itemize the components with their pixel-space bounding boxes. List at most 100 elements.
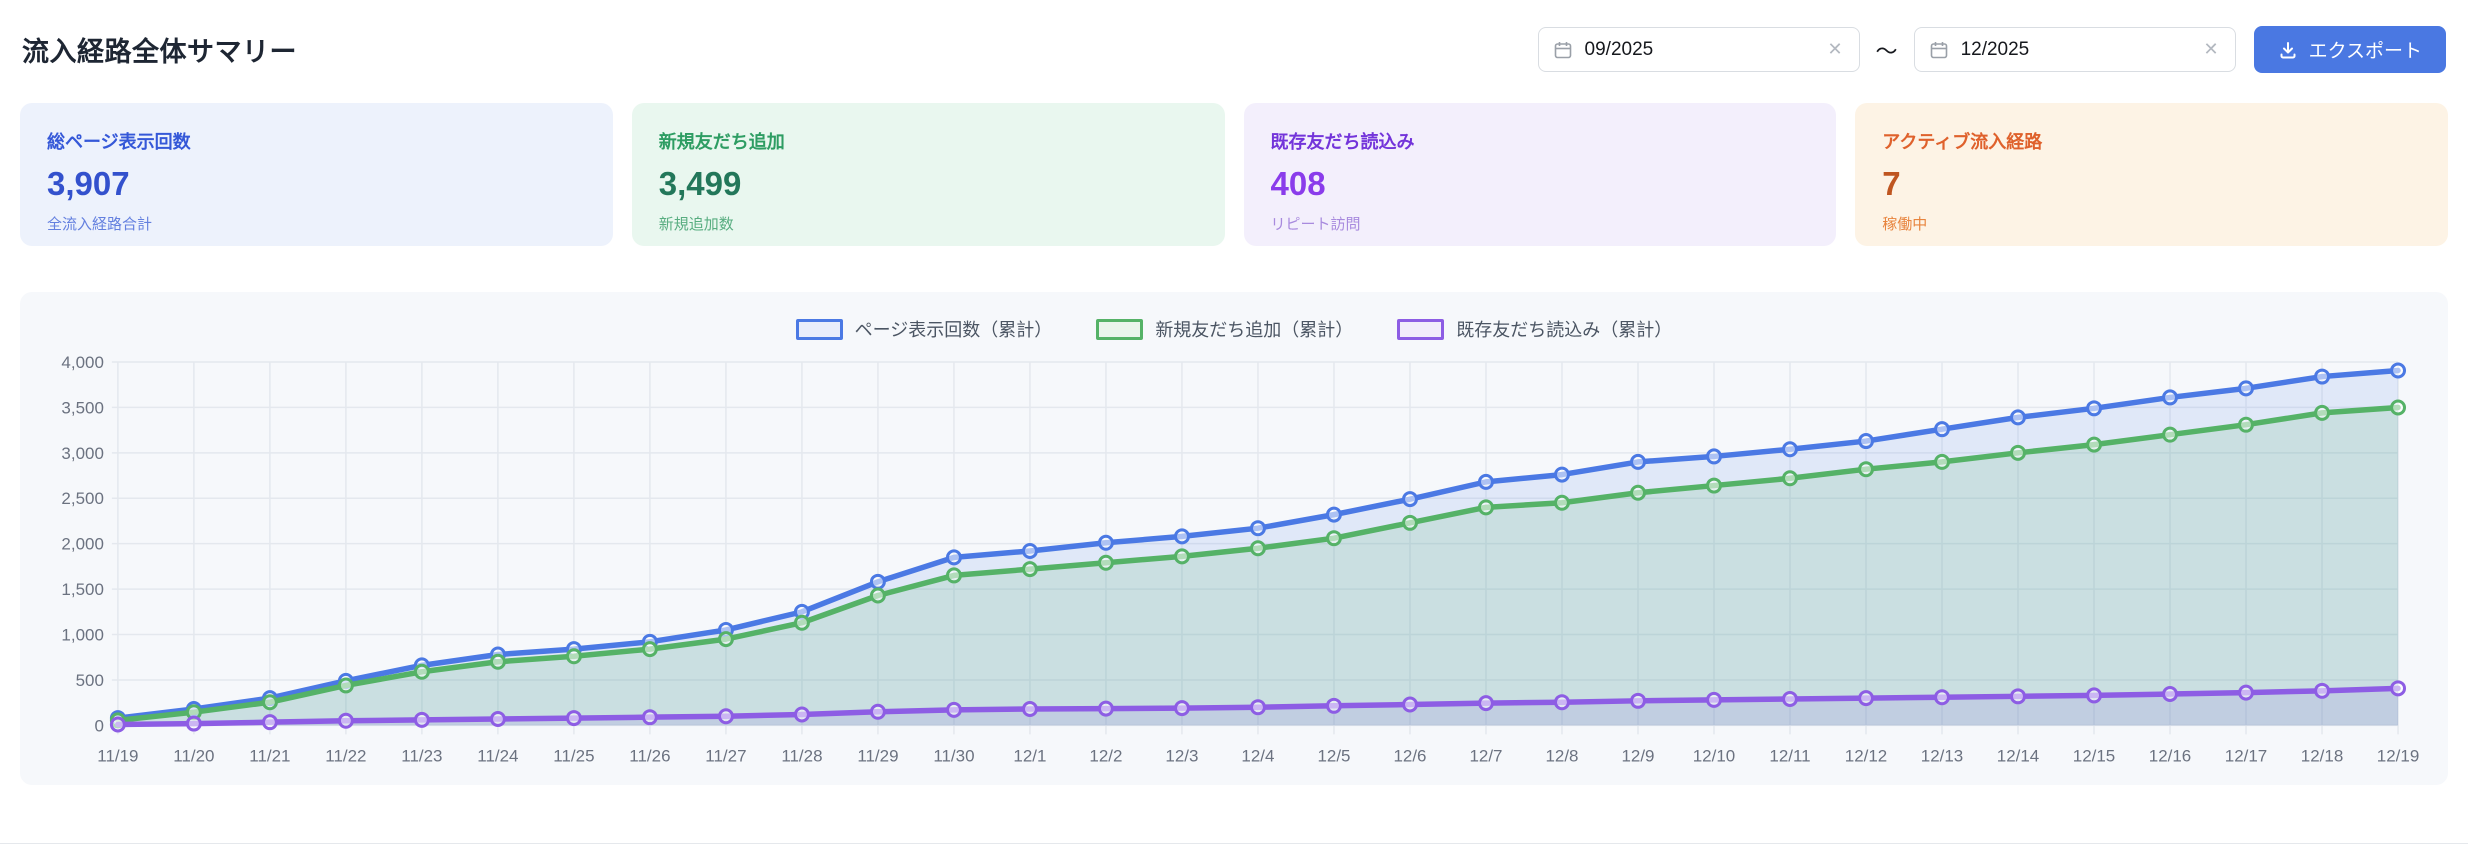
- card-value: 3,907: [47, 165, 586, 203]
- data-point: [2392, 682, 2405, 695]
- clear-date-to-icon[interactable]: ✕: [2201, 39, 2220, 60]
- data-point: [2088, 689, 2101, 702]
- export-button[interactable]: エクスポート: [2254, 26, 2446, 73]
- data-point: [111, 718, 124, 731]
- card-title: 既存友だち読込み: [1271, 128, 1810, 154]
- data-point: [415, 665, 428, 678]
- card-subtitle: リピート訪問: [1271, 213, 1810, 234]
- data-point: [2011, 411, 2024, 424]
- inflow-summary-page: 流入経路全体サマリー 09/2025 ✕ ～ 12/2025 ✕: [0, 0, 2468, 846]
- x-axis-tick-label: 12/13: [1921, 746, 1963, 765]
- data-point: [1099, 536, 1112, 549]
- date-range-separator: ～: [1876, 34, 1898, 66]
- date-to-value: 12/2025: [1961, 39, 2202, 61]
- data-point: [1099, 556, 1112, 569]
- date-to-input[interactable]: 12/2025 ✕: [1914, 27, 2236, 72]
- data-point: [1783, 443, 1796, 456]
- data-point: [1404, 698, 1417, 711]
- y-axis-tick-label: 1,500: [61, 580, 103, 599]
- data-point: [2392, 364, 2405, 377]
- data-point: [2240, 418, 2253, 431]
- legend-item-2[interactable]: 既存友だち読込み（累計）: [1397, 316, 1672, 342]
- legend-item-0[interactable]: ページ表示回数（累計）: [796, 316, 1053, 342]
- x-axis-tick-label: 12/15: [2073, 746, 2115, 765]
- data-point: [2011, 690, 2024, 703]
- data-point: [1023, 703, 1036, 716]
- data-point: [1783, 472, 1796, 485]
- x-axis-tick-label: 12/12: [1845, 746, 1887, 765]
- data-point: [263, 716, 276, 729]
- x-axis-tick-label: 12/16: [2149, 746, 2191, 765]
- x-axis-tick-label: 12/10: [1693, 746, 1735, 765]
- data-point: [1327, 699, 1340, 712]
- date-from-input[interactable]: 09/2025 ✕: [1538, 27, 1860, 72]
- data-point: [1175, 550, 1188, 563]
- summary-chart: 05001,0001,5002,0002,5003,0003,5004,0001…: [46, 352, 2422, 775]
- card-existing-friends: 既存友だち読込み 408 リピート訪問: [1244, 103, 1837, 246]
- page-header: 流入経路全体サマリー 09/2025 ✕ ～ 12/2025 ✕: [20, 0, 2448, 103]
- data-point: [2316, 370, 2329, 383]
- data-point: [1632, 694, 1645, 707]
- chart-panel: ページ表示回数（累計） 新規友だち追加（累計） 既存友だち読込み（累計） 0 500 1…: [20, 292, 2448, 785]
- x-axis-tick-label: 11/26: [629, 746, 670, 765]
- data-point: [339, 679, 352, 692]
- card-value: 3,499: [659, 165, 1198, 203]
- x-axis-tick-label: 12/19: [2377, 746, 2419, 765]
- data-point: [1555, 468, 1568, 481]
- data-point: [1860, 692, 1873, 705]
- data-point: [947, 569, 960, 582]
- data-point: [947, 551, 960, 564]
- data-point: [2164, 688, 2177, 701]
- export-button-label: エクスポート: [2309, 36, 2422, 63]
- data-point: [1175, 530, 1188, 543]
- card-title: アクティブ流入経路: [1882, 128, 2421, 154]
- data-point: [1708, 693, 1721, 706]
- x-axis-tick-label: 12/5: [1317, 746, 1350, 765]
- legend-label: 新規友だち追加（累計）: [1155, 316, 1353, 342]
- y-axis-tick-label: 500: [76, 671, 104, 690]
- card-active-routes: アクティブ流入経路 7 稼働中: [1855, 103, 2448, 246]
- date-from-value: 09/2025: [1585, 39, 1826, 61]
- data-point: [2088, 402, 2101, 415]
- x-axis-tick-label: 12/3: [1165, 746, 1198, 765]
- data-point: [415, 713, 428, 726]
- x-axis-tick-label: 11/23: [401, 746, 442, 765]
- data-point: [871, 705, 884, 718]
- data-point: [719, 710, 732, 723]
- legend-item-1[interactable]: 新規友だち追加（累計）: [1096, 316, 1353, 342]
- data-point: [491, 655, 504, 668]
- download-icon: [2278, 40, 2298, 60]
- data-point: [1479, 475, 1492, 488]
- y-axis-tick-label: 3,000: [61, 444, 103, 463]
- x-axis-tick-label: 11/24: [477, 746, 518, 765]
- data-point: [643, 711, 656, 724]
- clear-date-from-icon[interactable]: ✕: [1825, 39, 1844, 60]
- data-point: [491, 712, 504, 725]
- card-title: 新規友だち追加: [659, 128, 1198, 154]
- legend-swatch-icon: [1397, 319, 1444, 340]
- chart-legend: ページ表示回数（累計） 新規友だち追加（累計） 既存友だち読込み（累計）: [46, 308, 2422, 352]
- data-point: [1479, 501, 1492, 514]
- x-axis-tick-label: 11/21: [249, 746, 290, 765]
- y-axis-tick-label: 0: [94, 716, 103, 735]
- data-point: [1860, 463, 1873, 476]
- x-axis-tick-label: 12/9: [1621, 746, 1654, 765]
- data-point: [2011, 446, 2024, 459]
- data-point: [795, 616, 808, 629]
- calendar-icon: [1553, 40, 1573, 60]
- y-axis-tick-label: 2,500: [61, 489, 103, 508]
- x-axis-tick-label: 12/8: [1545, 746, 1578, 765]
- data-point: [339, 714, 352, 727]
- data-point: [1555, 696, 1568, 709]
- data-point: [1175, 702, 1188, 715]
- data-point: [1632, 455, 1645, 468]
- data-point: [1099, 702, 1112, 715]
- data-point: [1023, 563, 1036, 576]
- card-subtitle: 新規追加数: [659, 213, 1198, 234]
- x-axis-tick-label: 12/14: [1997, 746, 2039, 765]
- data-point: [567, 712, 580, 725]
- x-axis-tick-label: 11/22: [325, 746, 366, 765]
- y-axis-tick-label: 4,000: [61, 353, 103, 372]
- page-bottom-divider: [0, 843, 2468, 844]
- data-point: [1783, 693, 1796, 706]
